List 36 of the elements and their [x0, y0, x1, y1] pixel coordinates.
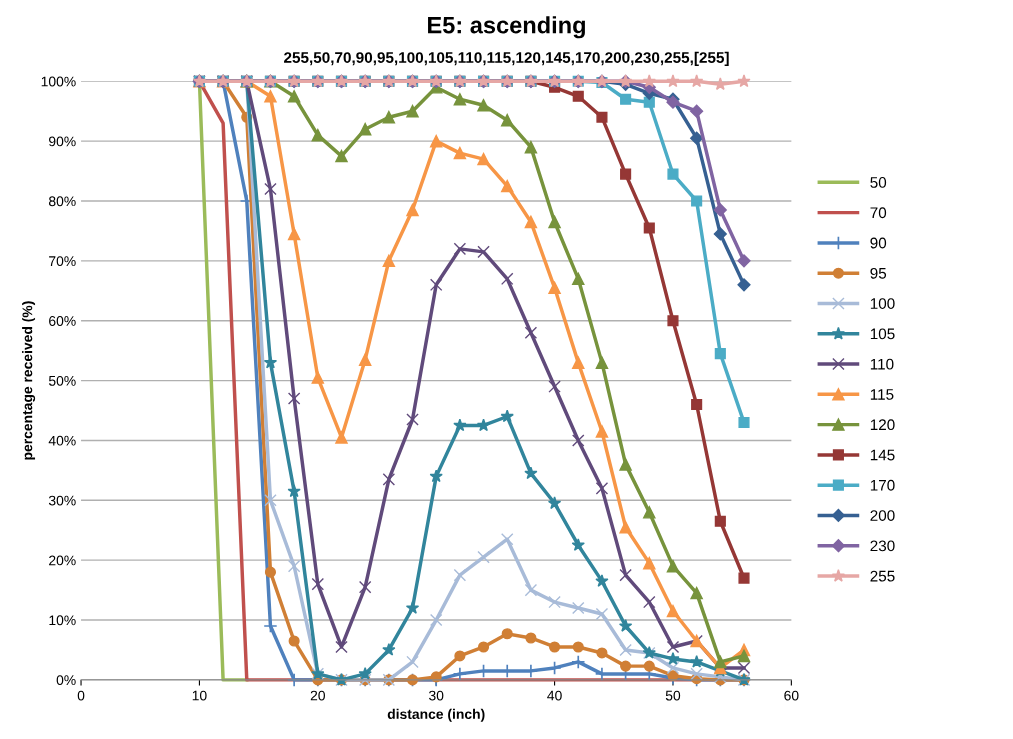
x-tick-label: 30 [429, 690, 444, 701]
y-axis-title: percentage received (%) [22, 301, 36, 460]
chart-subtitle: 255,50,70,90,95,100,105,110,115,120,145,170,200,230,255,[255] [284, 51, 729, 66]
x-tick-label: 20 [310, 690, 325, 701]
y-tick-label: 90% [49, 136, 76, 147]
x-tick-label: 0 [77, 690, 85, 701]
legend-label: 115 [870, 389, 894, 400]
legend-label: 110 [870, 358, 894, 370]
y-tick-label: 100% [41, 76, 76, 87]
legend-label: 100 [870, 298, 895, 309]
legend-label: 95 [870, 267, 887, 279]
legend-label: 105 [870, 328, 895, 340]
chart-title: E5: ascending [428, 16, 585, 39]
y-tick-label: 60% [49, 316, 76, 326]
y-tick-label: 70% [49, 256, 76, 267]
y-tick-label: 80% [48, 196, 76, 207]
x-tick-label: 50 [665, 690, 681, 701]
y-tick-label: 40% [48, 435, 76, 446]
legend-label: 145 [870, 449, 895, 461]
legend-label: 230 [870, 540, 895, 552]
y-tick-label: 0% [56, 675, 76, 686]
y-tick-label: 50% [48, 375, 76, 386]
x-tick-label: 60 [784, 690, 799, 701]
legend-label: 90 [870, 237, 887, 249]
x-tick-label: 40 [547, 690, 562, 701]
legend-label: 50 [870, 177, 887, 188]
x-axis-title: distance (inch) [387, 708, 485, 722]
legend-label: 120 [870, 419, 895, 431]
legend-label: 255 [870, 570, 895, 582]
y-tick-label: 10% [49, 615, 76, 626]
legend-label: 200 [870, 510, 895, 521]
y-tick-label: 30% [48, 495, 76, 506]
y-tick-label: 20% [49, 555, 76, 566]
legend-label: 70 [870, 207, 887, 219]
legend-label: 170 [870, 479, 895, 491]
x-tick-label: 10 [192, 690, 207, 701]
